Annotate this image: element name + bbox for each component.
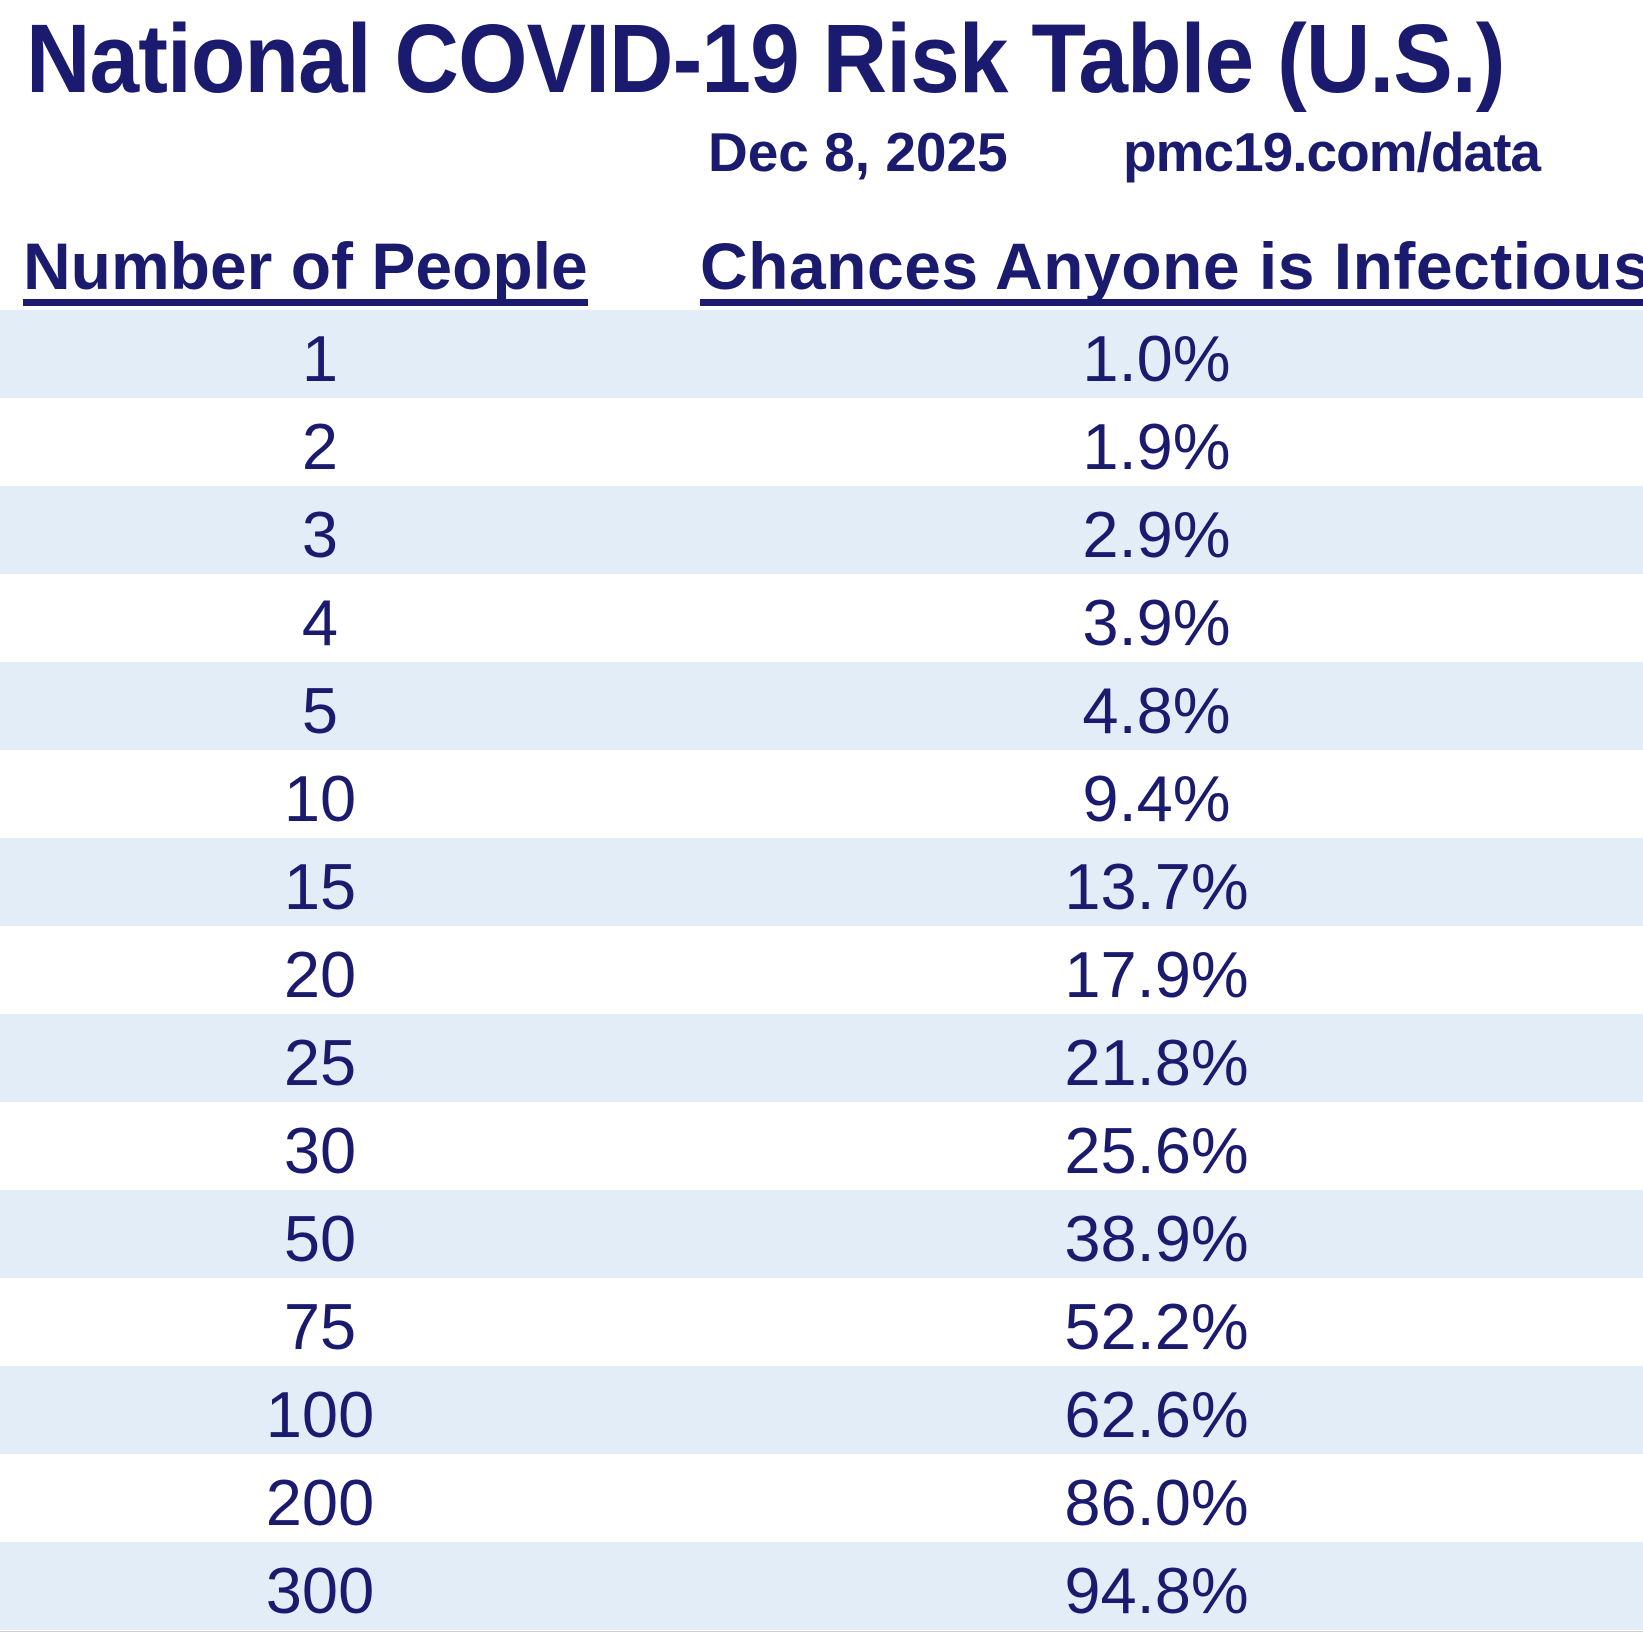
bottom-divider-line — [0, 1631, 1643, 1632]
table-row: 5 4.8% — [0, 662, 1643, 750]
table-row: 15 13.7% — [0, 838, 1643, 926]
people-count-cell: 200 — [265, 1466, 375, 1539]
column-header-number-of-people: Number of People — [23, 233, 588, 306]
people-count-cell: 1 — [301, 322, 339, 395]
table-row: 50 38.9% — [0, 1190, 1643, 1278]
date-label: Dec 8, 2025 — [708, 121, 1008, 183]
infection-chance-cell: 9.4% — [1082, 762, 1231, 835]
infection-chance-cell: 25.6% — [1064, 1114, 1249, 1187]
page-title: National COVID-19 Risk Table (U.S.) — [26, 4, 1505, 113]
table-row: 10 9.4% — [0, 750, 1643, 838]
source-url-label: pmc19.com/data — [1123, 121, 1541, 183]
infection-chance-cell: 4.8% — [1082, 674, 1231, 747]
people-count-cell: 15 — [283, 850, 357, 923]
people-count-cell: 25 — [283, 1026, 357, 1099]
people-count-cell: 75 — [283, 1290, 357, 1363]
table-row: 20 17.9% — [0, 926, 1643, 1014]
infection-chance-cell: 52.2% — [1064, 1290, 1249, 1363]
table-row: 100 62.6% — [0, 1366, 1643, 1454]
infection-chance-cell: 1.0% — [1082, 322, 1231, 395]
infection-chance-cell: 62.6% — [1064, 1378, 1249, 1451]
people-count-cell: 2 — [301, 410, 339, 483]
table-row: 75 52.2% — [0, 1278, 1643, 1366]
infection-chance-cell: 13.7% — [1064, 850, 1249, 923]
people-count-cell: 20 — [283, 938, 357, 1011]
people-count-cell: 50 — [283, 1202, 357, 1275]
infection-chance-cell: 3.9% — [1082, 586, 1231, 659]
infection-chance-cell: 1.9% — [1082, 410, 1231, 483]
table-row: 3 2.9% — [0, 486, 1643, 574]
people-count-cell: 3 — [301, 498, 339, 571]
table-row: 30 25.6% — [0, 1102, 1643, 1190]
infection-chance-cell: 2.9% — [1082, 498, 1231, 571]
infection-chance-cell: 17.9% — [1064, 938, 1249, 1011]
infection-chance-cell: 38.9% — [1064, 1202, 1249, 1275]
column-header-chances-infectious: Chances Anyone is Infectious — [700, 233, 1643, 306]
people-count-cell: 300 — [265, 1554, 375, 1627]
table-row: 1 1.0% — [0, 310, 1643, 398]
infection-chance-cell: 86.0% — [1064, 1466, 1249, 1539]
table-row: 200 86.0% — [0, 1454, 1643, 1542]
people-count-cell: 100 — [265, 1378, 375, 1451]
infection-chance-cell: 94.8% — [1064, 1554, 1249, 1627]
table-row: 25 21.8% — [0, 1014, 1643, 1102]
table-row: 2 1.9% — [0, 398, 1643, 486]
table-row: 4 3.9% — [0, 574, 1643, 662]
people-count-cell: 30 — [283, 1114, 357, 1187]
people-count-cell: 5 — [301, 674, 339, 747]
risk-table-body: 1 1.0% 2 1.9% 3 2.9% 4 3.9% 5 4.8% 10 9.4% 15 13.7% 20… — [0, 310, 1643, 1630]
infection-chance-cell: 21.8% — [1064, 1026, 1249, 1099]
table-row: 300 94.8% — [0, 1542, 1643, 1630]
people-count-cell: 4 — [301, 586, 339, 659]
people-count-cell: 10 — [283, 762, 357, 835]
